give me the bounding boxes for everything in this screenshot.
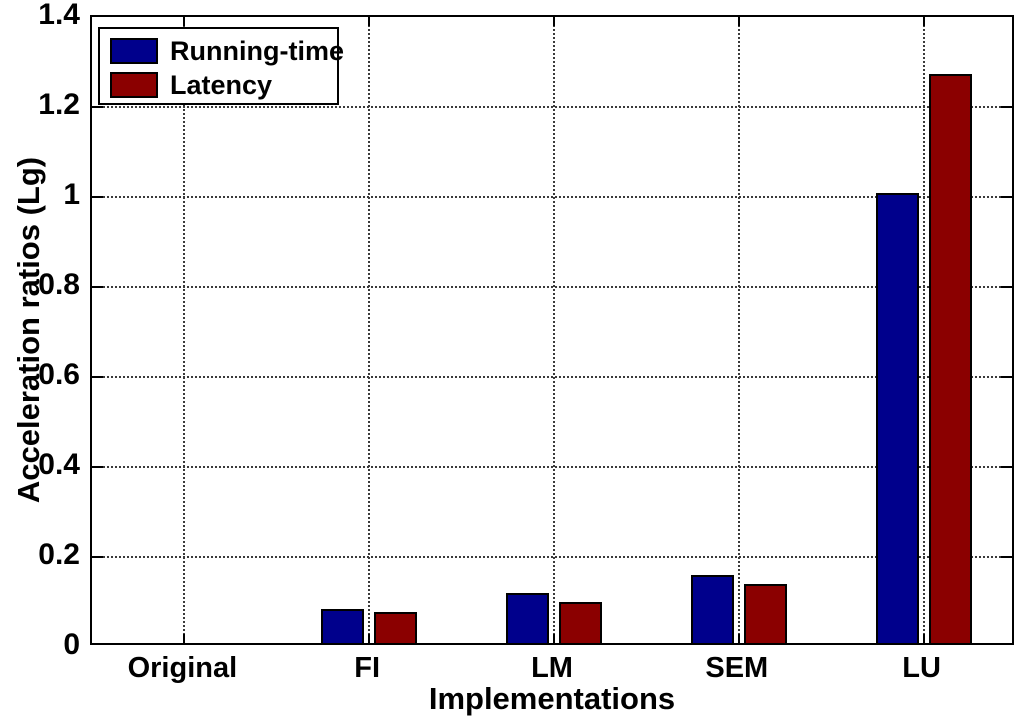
x-axis-title: Implementations	[428, 681, 676, 716]
v-gridline	[553, 17, 555, 643]
legend-label-latency: Latency	[170, 70, 273, 100]
x-tick-bottom	[737, 634, 740, 643]
h-gridline	[92, 196, 1012, 198]
x-tick-top	[368, 17, 371, 26]
x-tick-top	[183, 17, 186, 26]
x-tick-label-lm: LM	[531, 652, 573, 684]
x-tick-top	[922, 17, 925, 26]
bar-running-time-FI	[321, 609, 365, 643]
x-tick-label-fi: FI	[354, 652, 381, 684]
h-gridline	[92, 556, 1012, 558]
x-tick-label-lu: LU	[902, 652, 941, 684]
y-tick-label: 0.6	[38, 358, 80, 391]
y-tick-label: 1.4	[38, 0, 80, 31]
x-tick-bottom	[183, 634, 186, 643]
y-tick-label: 0.2	[38, 538, 80, 571]
bar-latency-FI	[374, 612, 418, 643]
y-tick-left	[92, 196, 103, 198]
y-tick-right	[1001, 196, 1012, 198]
y-tick-right	[1001, 466, 1012, 468]
h-gridline	[92, 286, 1012, 288]
bar-running-time-SEM	[690, 575, 734, 643]
y-tick-label: 1.2	[38, 88, 80, 121]
y-tick-left	[92, 376, 103, 378]
h-gridline	[92, 466, 1012, 468]
legend-entry-running-time: Running-time	[110, 35, 344, 67]
y-tick-label: 0.4	[38, 448, 80, 481]
x-tick-label-sem: SEM	[705, 652, 769, 684]
latency-swatch	[110, 72, 158, 98]
y-tick-left	[92, 106, 103, 108]
x-tick-top	[553, 17, 555, 26]
legend-label-running-time: Running-time	[170, 36, 344, 66]
v-gridline	[368, 17, 371, 643]
h-gridline	[92, 376, 1012, 378]
bar-running-time-LU	[875, 193, 919, 643]
y-tick-left	[92, 286, 103, 288]
running-time-swatch	[110, 38, 158, 64]
y-tick-right	[1001, 106, 1012, 108]
y-tick-right	[1001, 556, 1012, 558]
y-tick-label: 0	[63, 628, 80, 661]
x-tick-bottom	[368, 634, 371, 643]
x-tick-top	[737, 17, 740, 26]
h-gridline	[92, 106, 1012, 108]
legend-entry-latency: Latency	[110, 69, 337, 101]
bar-latency-LM	[559, 602, 602, 643]
v-gridline	[922, 17, 925, 643]
bar-latency-SEM	[743, 584, 787, 643]
x-tick-bottom	[922, 634, 925, 643]
bar-latency-LU	[928, 74, 972, 643]
v-gridline	[737, 17, 740, 643]
legend: Running-time Latency	[98, 27, 344, 105]
y-tick-left	[92, 556, 103, 558]
v-gridline	[183, 17, 186, 643]
y-tick-left	[92, 466, 103, 468]
y-tick-label: 1	[63, 178, 80, 211]
bar-running-time-LM	[506, 593, 549, 643]
x-tick-bottom	[553, 634, 555, 643]
y-tick-right	[1001, 376, 1012, 378]
x-tick-label-original: Original	[127, 652, 238, 684]
plot-area	[90, 15, 1014, 645]
y-tick-right	[1001, 286, 1012, 288]
y-tick-label: 0.8	[38, 268, 80, 301]
